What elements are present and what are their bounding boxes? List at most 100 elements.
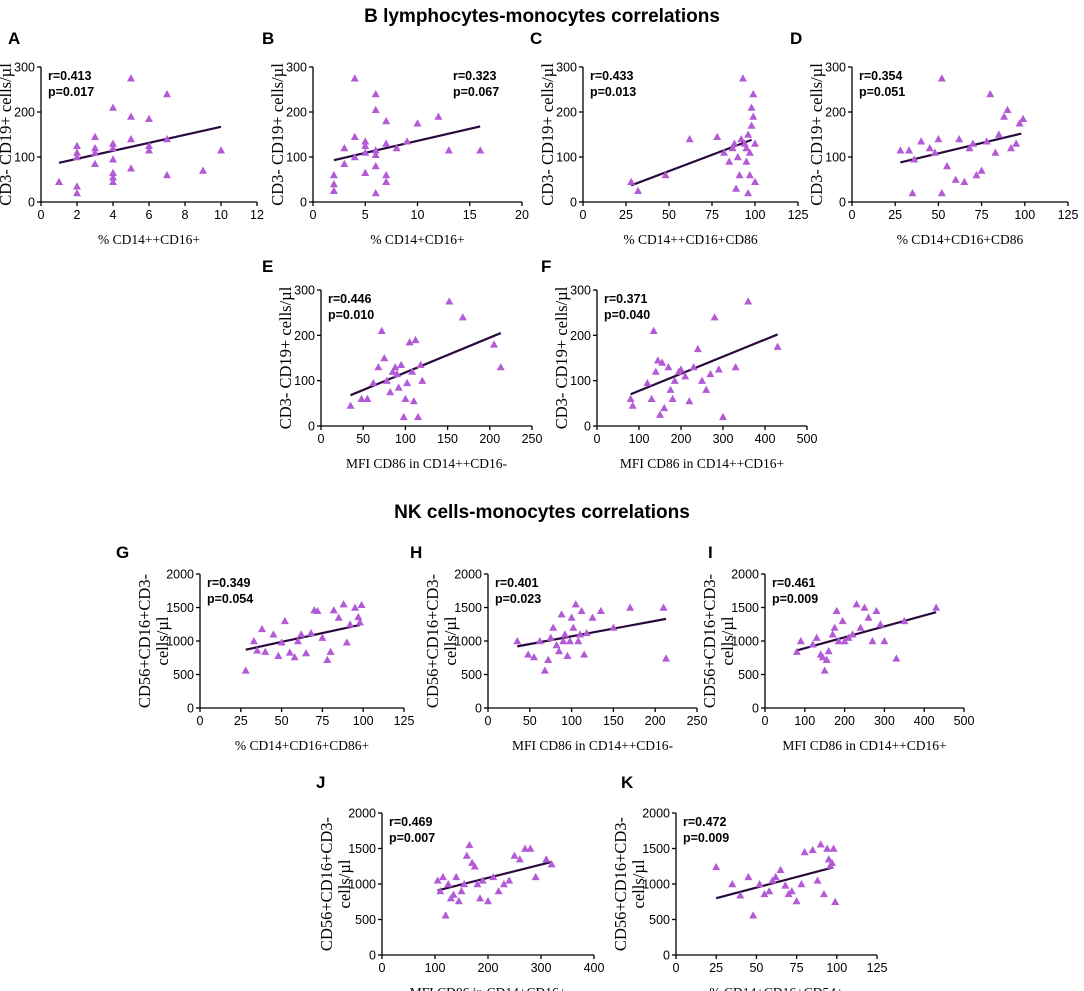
x-tick-label: 50: [275, 714, 289, 728]
x-tick-label: 300: [713, 432, 734, 446]
x-tick-label: 100: [425, 961, 446, 975]
y-axis-label-j: CD56+CD16+CD3-: [317, 817, 336, 951]
scatter-panel-g: G 0 25 50 75 100 125 0 500 1000 1500 2000 % CD14+CD1…: [116, 543, 414, 753]
data-point: [382, 376, 391, 384]
data-point: [217, 146, 225, 154]
x-axis-label-j: MFI CD86 in CD14+CD16+: [410, 985, 567, 991]
data-point: [350, 132, 359, 140]
x-tick-label: 100: [1014, 208, 1035, 222]
data-point: [937, 74, 946, 82]
data-point: [820, 666, 829, 674]
x-tick-label: 0: [485, 714, 492, 728]
data-point: [677, 365, 685, 373]
data-point: [382, 171, 391, 179]
y-axis-label-i: CD56+CD16+CD3-: [700, 574, 719, 708]
data-point: [771, 872, 780, 881]
data-point: [552, 641, 561, 649]
data-point: [905, 146, 914, 154]
x-tick-label: 0: [197, 714, 204, 728]
p-value-a: p=0.017: [48, 85, 94, 99]
data-point: [127, 164, 135, 172]
data-point: [145, 114, 153, 122]
data-point: [735, 171, 744, 179]
data-point: [960, 177, 969, 185]
data-point: [476, 146, 485, 154]
data-point: [127, 135, 135, 143]
y-tick-label: 200: [556, 106, 577, 120]
data-point: [880, 637, 889, 645]
data-point: [377, 326, 386, 334]
data-point: [653, 356, 662, 364]
data-point: [747, 121, 756, 129]
data-point: [403, 137, 412, 145]
data-point: [588, 613, 597, 621]
data-point: [436, 887, 445, 895]
data-point: [776, 865, 785, 873]
data-point: [163, 90, 171, 98]
r-value-a: r=0.413: [48, 69, 91, 83]
data-point: [339, 600, 348, 608]
y-tick-label: 2000: [731, 568, 759, 582]
data-point: [838, 616, 847, 625]
data-point: [656, 410, 664, 418]
data-point: [403, 378, 412, 387]
data-point: [720, 148, 729, 156]
data-point: [529, 653, 538, 661]
data-point: [441, 911, 450, 919]
data-point: [745, 171, 754, 179]
x-tick-label: 200: [479, 432, 500, 446]
x-tick-label: 25: [234, 714, 248, 728]
x-tick-label: 150: [437, 432, 458, 446]
data-point: [831, 897, 840, 905]
data-point: [73, 182, 81, 190]
x-tick-label: 125: [867, 961, 888, 975]
data-point: [418, 376, 427, 384]
data-point: [346, 620, 355, 628]
data-point: [280, 616, 289, 625]
data-point: [371, 105, 380, 113]
data-point: [411, 335, 420, 344]
x-axis-label-b: % CD14+CD16+: [370, 232, 464, 247]
data-point: [713, 132, 722, 140]
x-tick-label: 300: [874, 714, 895, 728]
x-tick-label: 0: [379, 961, 386, 975]
data-point: [892, 654, 901, 662]
y-tick-label: 0: [308, 420, 315, 434]
data-point: [434, 112, 443, 120]
x-tick-label: 400: [584, 961, 605, 975]
data-point: [559, 637, 568, 645]
y-axis-label-k: CD56+CD16+CD3-: [611, 817, 630, 951]
data-point: [489, 872, 498, 881]
x-tick-label: 250: [687, 714, 708, 728]
data-point: [781, 881, 790, 889]
data-point: [925, 144, 934, 152]
data-point: [277, 638, 286, 646]
x-tick-label: 200: [645, 714, 666, 728]
x-tick-label: 100: [826, 961, 847, 975]
data-point: [401, 394, 410, 402]
data-point: [787, 887, 796, 895]
data-point: [813, 876, 822, 884]
y-tick-label: 200: [14, 106, 35, 120]
data-point: [812, 633, 821, 641]
y-axis-label-f: CD3- CD19+ cells/µl: [552, 286, 571, 429]
data-point: [290, 653, 299, 661]
data-point: [738, 74, 747, 82]
data-point: [651, 367, 660, 375]
data-point: [433, 876, 442, 884]
x-tick-label: 400: [914, 714, 935, 728]
x-tick-label: 25: [619, 208, 633, 222]
data-point: [91, 148, 99, 156]
data-point: [145, 141, 153, 149]
x-tick-label: 2: [74, 208, 81, 222]
y-tick-label: 200: [825, 106, 846, 120]
data-point: [371, 146, 380, 154]
y-axis-label-d: CD3- CD19+ cells/µl: [807, 63, 826, 206]
x-tick-label: 75: [790, 961, 804, 975]
data-point: [689, 363, 698, 371]
nk-cells-section-title: NK cells-monocytes correlations: [394, 502, 690, 523]
data-point: [710, 313, 719, 321]
regression-line-d: [900, 132, 1022, 164]
data-point: [444, 880, 453, 888]
